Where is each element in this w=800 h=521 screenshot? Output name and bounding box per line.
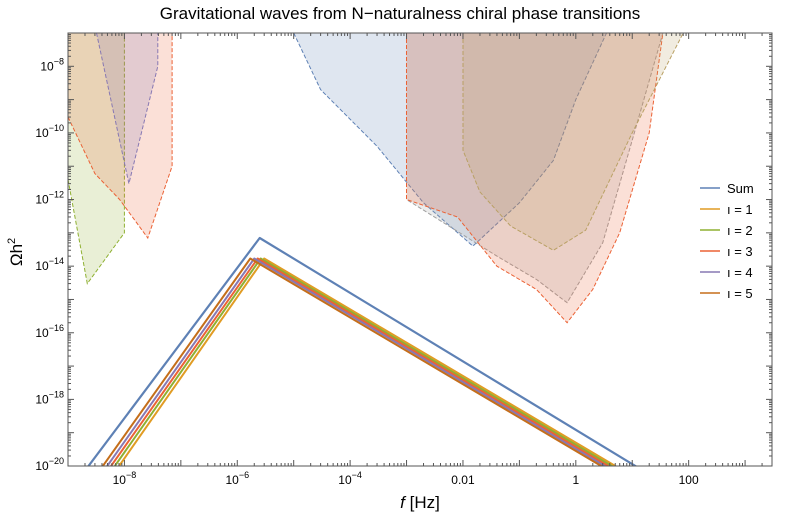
- legend-label-i5: ı = 5: [727, 286, 753, 301]
- y-axis-symbol: Ωh: [7, 244, 26, 266]
- legend-label-i4: ı = 4: [727, 265, 753, 280]
- x-axis-unit: [Hz]: [405, 493, 440, 512]
- plot-frame: [67, 32, 773, 467]
- x-tick-label: 0.01: [451, 473, 475, 487]
- x-tick-label: 10−4: [338, 470, 362, 487]
- y-tick-label: 10−10: [35, 123, 64, 140]
- sensitivity-region-1: [68, 33, 125, 285]
- x-tick-label: 10−6: [225, 470, 249, 487]
- series-line-i4: [105, 257, 607, 466]
- y-tick-label: 10−18: [35, 389, 64, 406]
- series-line-i5: [101, 257, 604, 466]
- x-tick-label: 1: [572, 473, 579, 487]
- x-tick-label: 10−8: [113, 470, 137, 487]
- y-tick-label: 10−20: [35, 456, 64, 473]
- legend: Sum ı = 1 ı = 2 ı = 3 ı = 4 ı = 5: [700, 181, 754, 301]
- sensitivity-region-7: [462, 33, 684, 251]
- sensitivity-regions: [68, 33, 684, 324]
- x-axis-label: f [Hz]: [400, 493, 440, 512]
- y-axis-ticks: 10−20 10−18 10−16 10−14 10−12 10−10 10−8: [35, 32, 772, 473]
- series-line-i1: [117, 257, 618, 466]
- sensitivity-region-2: [68, 33, 173, 240]
- chart-title: Gravitational waves from N−naturalness c…: [160, 4, 640, 23]
- sensitivity-region-5: [406, 33, 664, 304]
- sensitivity-region-3: [95, 33, 159, 184]
- legend-label-i1: ı = 1: [727, 202, 753, 217]
- x-axis-symbol: f: [400, 493, 407, 512]
- y-tick-label: 10−8: [40, 56, 64, 73]
- legend-label-sum: Sum: [727, 181, 754, 196]
- y-tick-label: 10−12: [35, 190, 64, 207]
- signal-curves: [87, 236, 638, 466]
- x-axis-ticks: 10−8 10−6 10−4 0.01 1 100: [67, 33, 773, 487]
- y-tick-label: 10−16: [35, 323, 64, 340]
- sensitivity-region-4: [293, 33, 608, 247]
- y-axis-superscript: 2: [6, 238, 18, 244]
- sensitivity-region-6: [406, 33, 664, 324]
- legend-label-i3: ı = 3: [727, 244, 753, 259]
- series-line-i3: [109, 257, 611, 466]
- x-tick-label: 100: [679, 473, 699, 487]
- legend-label-i2: ı = 2: [727, 223, 753, 238]
- y-axis-label: Ωh2: [6, 238, 26, 266]
- series-line-i2: [113, 257, 614, 466]
- series-line-sum: [87, 236, 638, 466]
- y-tick-label: 10−14: [35, 256, 64, 273]
